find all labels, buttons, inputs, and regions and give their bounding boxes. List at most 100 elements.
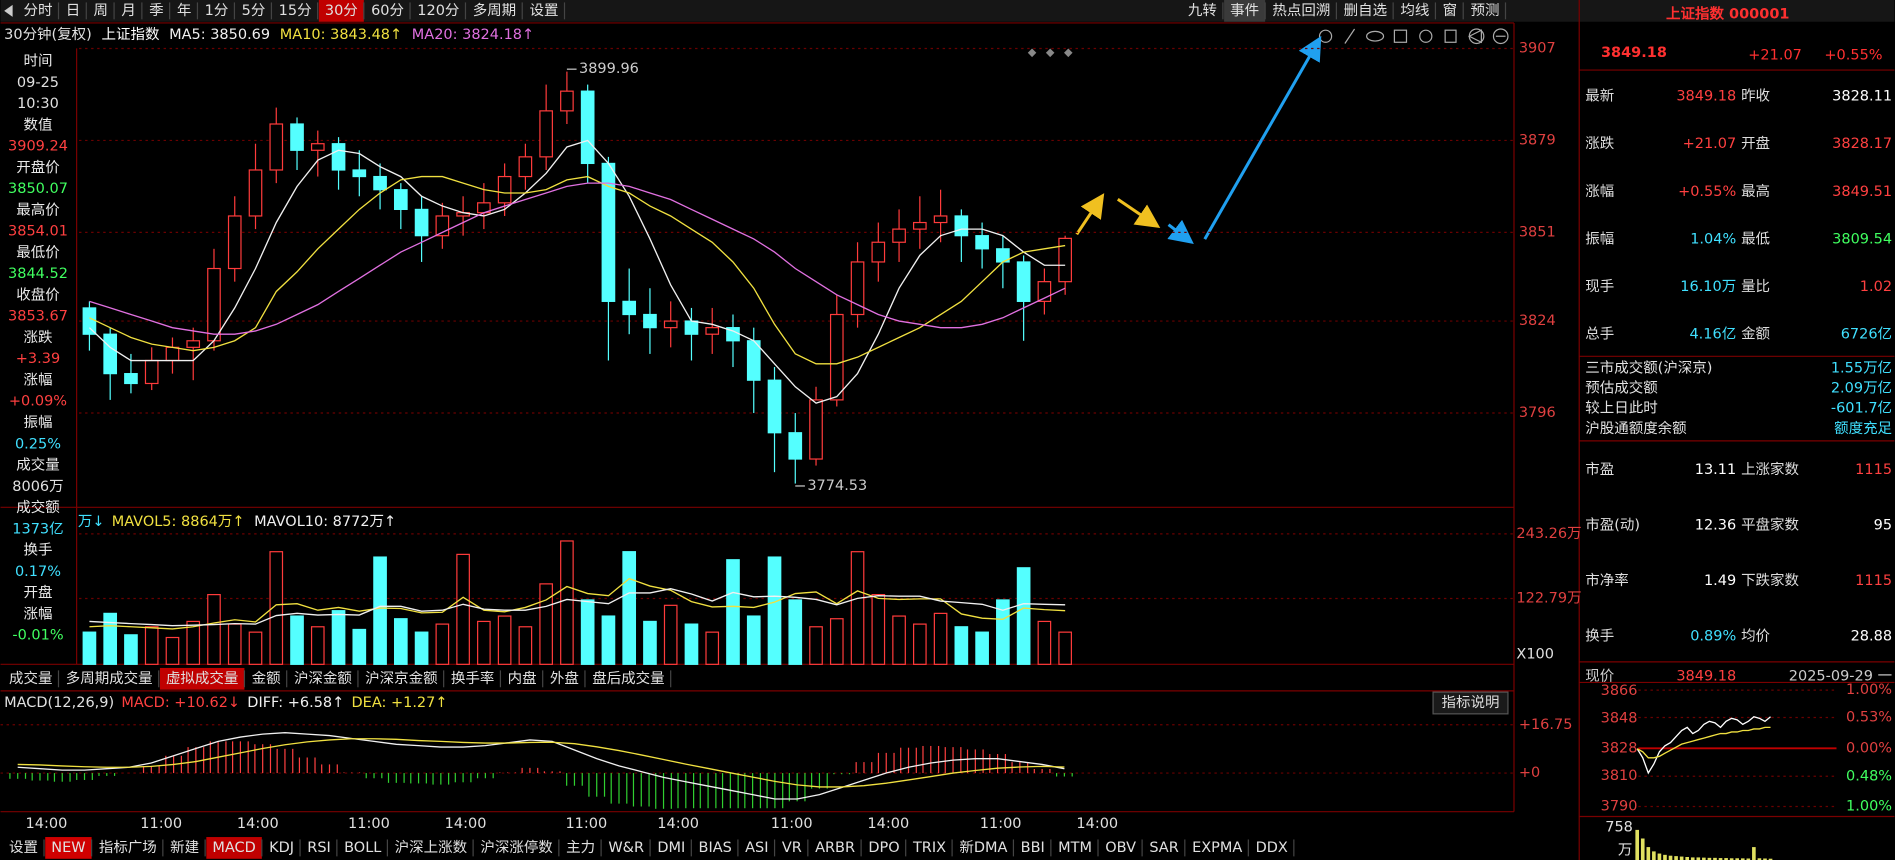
volume-tab[interactable]: 沪深金额 (294, 670, 352, 687)
tool-tab[interactable]: 窗 (1443, 1, 1458, 19)
mini-y2-tick: 1.00% (1846, 799, 1892, 815)
field-value: 3850.07 (8, 181, 68, 197)
field-value: 10:30 (17, 96, 59, 112)
volume-bar (144, 626, 159, 665)
candle-body (165, 346, 180, 362)
volume-bar (331, 610, 346, 665)
summary-value: 1.55万亿 (1831, 359, 1892, 376)
volume-bar (352, 628, 367, 665)
explain-button[interactable]: 指标说明 (1442, 694, 1500, 711)
y-tick-label: 3907 (1519, 40, 1556, 56)
volume-tab[interactable]: 成交量 (9, 669, 52, 687)
volume-tab[interactable]: 多周期成交量 (66, 669, 153, 687)
tool-tab[interactable]: 均线 (1400, 2, 1429, 19)
indicator-tab[interactable]: KDJ (269, 840, 294, 856)
volume-tab[interactable]: 外盘 (550, 669, 579, 687)
back-icon[interactable] (4, 4, 13, 17)
volume-bar (477, 620, 491, 665)
indicator-tab[interactable]: DDX (1256, 840, 1288, 856)
indicator-tab[interactable]: DMI (657, 840, 685, 856)
volume-bar (207, 594, 221, 665)
volume-bar (913, 623, 927, 665)
quote-value: 95 (1874, 517, 1892, 533)
indicator-tab[interactable]: DPO (868, 840, 899, 856)
period-tab[interactable]: 分时 (23, 2, 52, 19)
indicator-tab[interactable]: BOLL (344, 840, 381, 856)
tool-tab[interactable]: 删自选 (1344, 2, 1387, 19)
period-tab[interactable]: 5分 (242, 2, 266, 19)
field-label: 数值 (23, 116, 52, 133)
last-price: 3849.18 (1601, 45, 1667, 61)
indicator-tab[interactable]: OBV (1105, 840, 1136, 856)
indicator-tab[interactable]: TRIX (912, 840, 946, 856)
indicator-tab[interactable]: 沪深涨停数 (480, 839, 553, 856)
volume-tab[interactable]: 盘后成交量 (592, 669, 664, 687)
quote-label: 下跌家数 (1741, 572, 1799, 589)
period-tab[interactable]: 60分 (371, 2, 404, 19)
indicator-tab[interactable]: VR (782, 840, 802, 856)
indicator-tab[interactable]: 指标广场 (99, 839, 157, 856)
volume-bar (248, 631, 263, 665)
legend-entry: MAVOL5: 8864万↑ (112, 514, 245, 530)
volume-bar (124, 634, 138, 665)
volume-bar (622, 551, 637, 665)
tool-tab[interactable]: 热点回溯 (1272, 2, 1330, 19)
indicator-tab[interactable]: 沪深上涨数 (395, 839, 468, 856)
volume-bar (165, 636, 180, 665)
field-label: 最低价 (16, 244, 60, 261)
summary-label: 较上日此时 (1585, 399, 1657, 417)
quote-value: 1.49 (1704, 573, 1736, 589)
volume-bar (1058, 631, 1072, 665)
indicator-tab[interactable]: W&R (608, 840, 644, 856)
period-tab[interactable]: 月 (121, 3, 136, 19)
candle-body (103, 333, 118, 375)
indicator-tab[interactable]: BBI (1021, 840, 1045, 856)
x-tick-label: 11:00 (980, 816, 1022, 832)
tool-tab[interactable]: 事件 (1230, 2, 1259, 19)
volume-tab[interactable]: 沪深京金额 (365, 670, 438, 687)
period-tab[interactable]: 30分 (325, 2, 358, 19)
volume-tab[interactable]: 金额 (252, 670, 281, 687)
x-tick-label: 11:00 (348, 816, 390, 832)
quote-label: 振幅 (1585, 230, 1614, 247)
indicator-tab[interactable]: ASI (745, 840, 768, 856)
period-tab[interactable]: 多周期 (473, 2, 516, 19)
x-tick-label: 14:00 (1076, 816, 1118, 832)
indicator-tab[interactable]: BIAS (699, 840, 732, 856)
volume-bar (871, 594, 886, 665)
indicator-tab[interactable]: 主力 (566, 839, 595, 856)
period-tab[interactable]: 1分 (205, 2, 229, 19)
period-tab[interactable]: 15分 (279, 2, 312, 19)
quote-value: 12.36 (1695, 517, 1736, 533)
indicator-tab[interactable]: SAR (1149, 840, 1178, 856)
volume-tab[interactable]: 内盘 (508, 669, 537, 687)
volume-tab[interactable]: 虚拟成交量 (166, 669, 238, 687)
period-tab[interactable]: 设置 (529, 2, 558, 19)
volume-bar (1037, 620, 1052, 665)
indicator-tab[interactable]: NEW (51, 840, 85, 856)
volume-bar (518, 626, 533, 665)
candle-body (892, 228, 906, 243)
period-tab[interactable]: 季 (149, 2, 164, 19)
indicator-tab[interactable]: RSI (307, 840, 331, 856)
candle-body (248, 169, 263, 217)
button-bg[interactable] (1432, 691, 1509, 715)
candle-body (497, 175, 512, 204)
indicator-tab[interactable]: EXPMA (1192, 840, 1242, 856)
volume-tab[interactable]: 换手率 (451, 670, 494, 687)
period-tab[interactable]: 年 (177, 2, 192, 19)
tool-tab[interactable]: 九转 (1188, 2, 1217, 19)
volume-bar (892, 615, 906, 665)
indicator-tab[interactable]: MTM (1058, 840, 1092, 856)
indicator-tab[interactable]: 新建 (170, 839, 199, 856)
indicator-tab[interactable]: 新DMA (959, 839, 1007, 856)
period-tab[interactable]: 周 (94, 3, 109, 19)
period-tab[interactable]: 日 (66, 3, 81, 19)
indicator-tab[interactable]: 设置 (9, 839, 38, 856)
mavol-line (89, 588, 1066, 627)
tool-tab[interactable]: 预测 (1470, 2, 1499, 19)
indicator-tab[interactable]: ARBR (815, 840, 855, 856)
period-tab[interactable]: 120分 (417, 2, 459, 19)
indicator-tab[interactable]: MACD (212, 840, 255, 856)
